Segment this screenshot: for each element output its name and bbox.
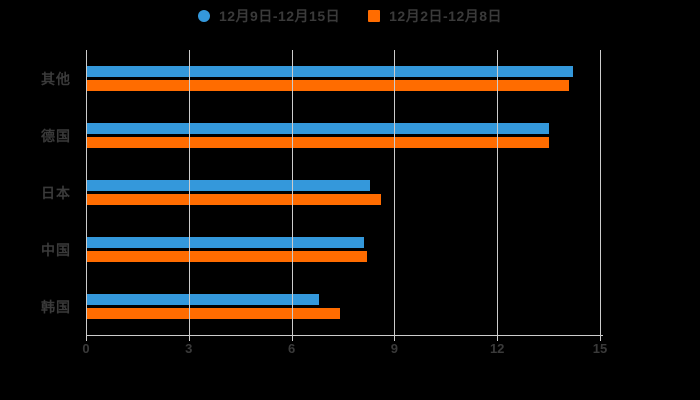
x-axis-label-12: 12: [489, 341, 505, 356]
legend-item-series-1[interactable]: 12月9日-12月15日: [197, 6, 341, 26]
x-tickmark-0: [86, 335, 87, 341]
x-tickmark-9: [394, 335, 396, 341]
legend-item-series-2[interactable]: 12月2日-12月8日: [368, 6, 502, 26]
x-axis-label-15: 15: [592, 341, 608, 356]
x-tickmark-6: [291, 335, 293, 341]
x-axis-label-6: 6: [287, 341, 296, 356]
x-axis-label-0: 0: [82, 341, 90, 356]
bar-row-德国: [86, 107, 600, 164]
bar-其他-series-2[interactable]: [86, 80, 570, 91]
x-tickmark-3: [188, 335, 190, 341]
bar-德国-series-1[interactable]: [86, 123, 549, 134]
legend-label-series-1: 12月9日-12月15日: [218, 8, 341, 24]
x-axis-label-3: 3: [185, 341, 193, 356]
bar-日本-series-1[interactable]: [86, 180, 371, 191]
x-tickmark-12: [497, 335, 499, 341]
gridline-x-15: [600, 50, 601, 335]
gridline-x-3: [188, 50, 190, 335]
x-axis-line: [86, 335, 603, 336]
gridline-x-12: [497, 50, 499, 335]
y-axis-label-德国: 德国: [41, 127, 71, 144]
bar-中国-series-1[interactable]: [86, 237, 364, 248]
bar-row-韩国: [86, 278, 600, 335]
y-axis-label-其他: 其他: [41, 70, 71, 87]
bar-其他-series-1[interactable]: [86, 66, 573, 77]
bar-日本-series-2[interactable]: [86, 194, 381, 205]
y-axis-label-日本: 日本: [41, 184, 71, 201]
bar-row-中国: [86, 221, 600, 278]
bar-row-日本: [86, 164, 600, 221]
bar-韩国-series-2[interactable]: [86, 308, 340, 319]
bar-row-其他: [86, 50, 600, 107]
bar-德国-series-2[interactable]: [86, 137, 549, 148]
y-axis-label-韩国: 韩国: [41, 298, 71, 315]
legend-marker-square-icon: [368, 10, 381, 22]
gridline-x-9: [394, 50, 396, 335]
plot-area: 0 3 6 9 12 15: [82, 50, 607, 356]
x-tickmark-15: [600, 335, 601, 341]
gridline-x-6: [291, 50, 293, 335]
y-axis-label-中国: 中国: [41, 241, 71, 258]
y-axis-labels: 其他德国日本中国韩国: [0, 50, 79, 335]
legend-label-series-2: 12月2日-12月8日: [389, 8, 503, 24]
bar-中国-series-2[interactable]: [86, 251, 367, 262]
chart-legend: 12月9日-12月15日 12月2日-12月8日: [0, 4, 700, 28]
legend-marker-circle-icon: [197, 10, 210, 22]
gridline-x-0: [86, 50, 87, 335]
x-axis-label-9: 9: [390, 341, 398, 356]
bar-韩国-series-1[interactable]: [86, 294, 319, 305]
